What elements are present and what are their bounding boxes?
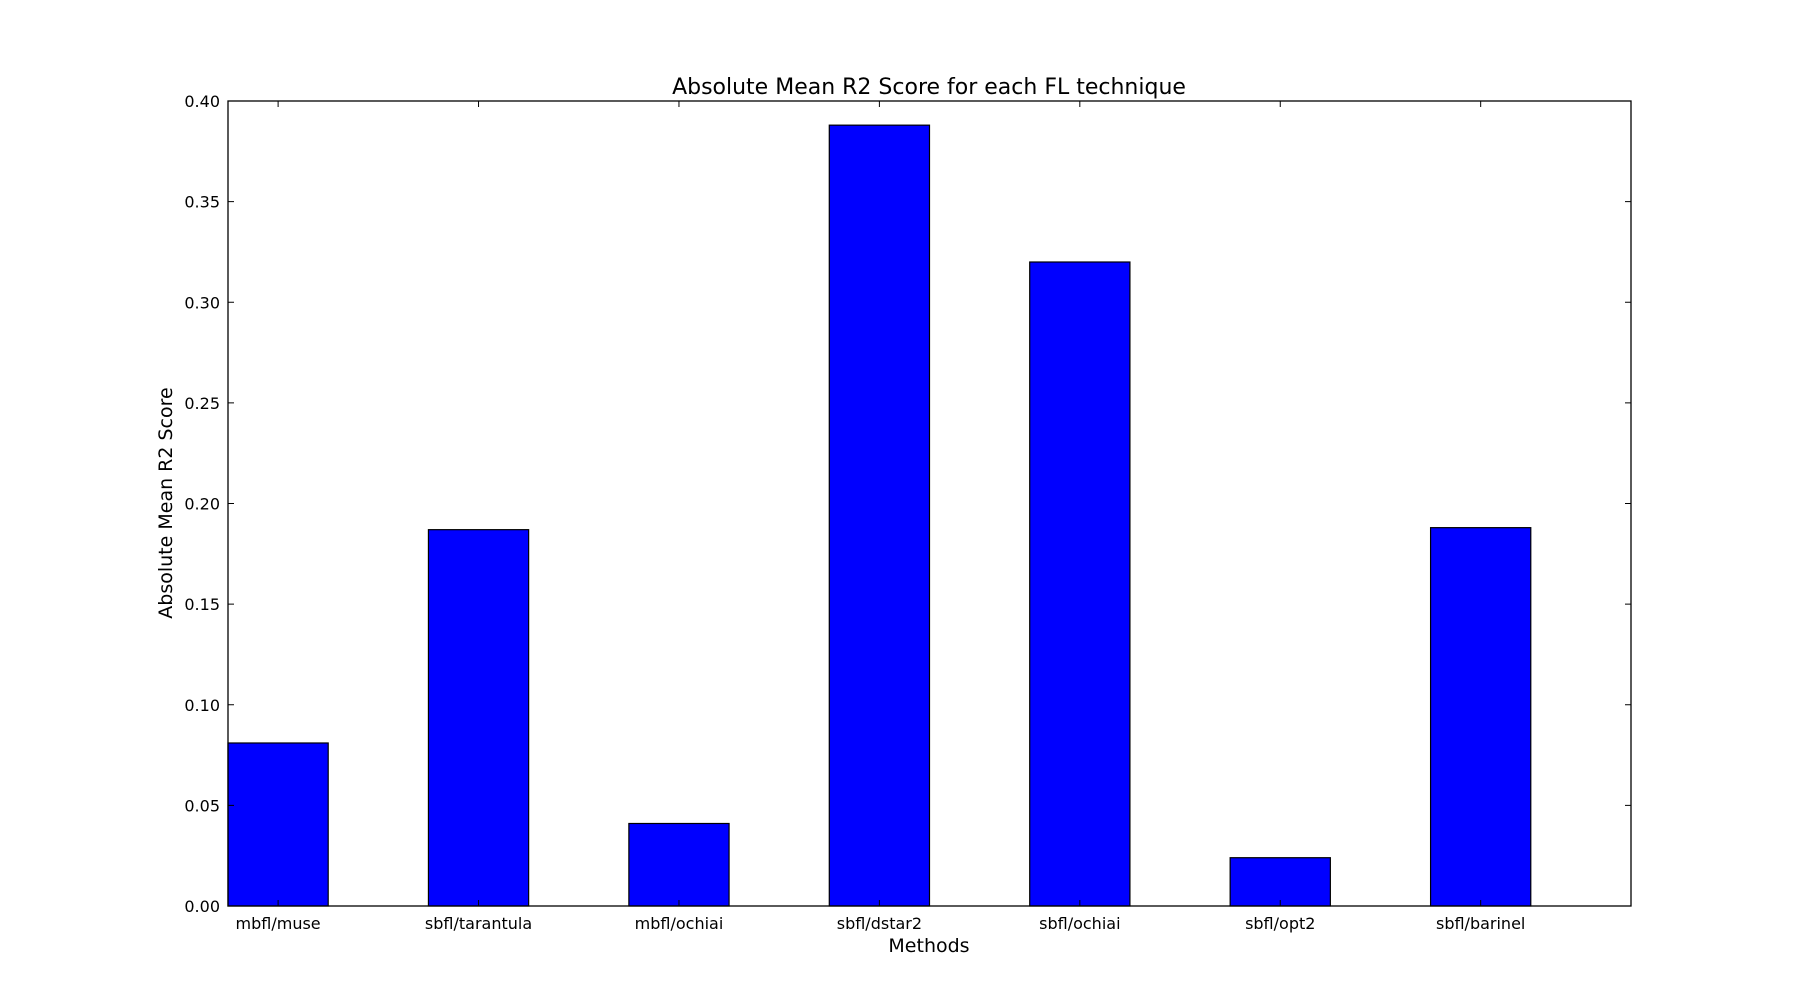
x-tick-label: sbfl/dstar2 (837, 914, 922, 933)
x-tick-label: sbfl/opt2 (1245, 914, 1315, 933)
y-tick-label: 0.25 (184, 394, 220, 413)
x-tick-label: sbfl/tarantula (425, 914, 532, 933)
y-tick-label: 0.05 (184, 796, 220, 815)
ticks-layer: mbfl/muse sbfl/tarantula mbfl/ochiai sbfl/d… (184, 92, 1631, 933)
x-tick-label: sbfl/barinel (1436, 914, 1525, 933)
y-tick-label: 0.30 (184, 293, 220, 312)
bar-sbfl-barinel (1429, 527, 1532, 907)
chart-title: Absolute Mean R2 Score for each FL techn… (672, 75, 1186, 100)
bar-sbfl-ochiai (1029, 261, 1131, 907)
y-tick-label: 0.35 (184, 193, 220, 212)
x-axis-label: Methods (888, 935, 969, 957)
x-tick-label: sbfl/ochiai (1039, 914, 1120, 933)
bar-sbfl-tarantula (427, 529, 530, 907)
bars-layer (227, 124, 1532, 907)
bar-mbfl-muse (227, 742, 329, 907)
x-tick-label: mbfl/ochiai (635, 914, 724, 933)
y-tick-label: 0.00 (184, 897, 220, 916)
y-tick-label: 0.40 (184, 92, 220, 111)
y-tick-label: 0.15 (184, 595, 220, 614)
y-tick-label: 0.10 (184, 696, 220, 715)
y-tick-label: 0.20 (184, 495, 220, 514)
bar-sbfl-dstar2 (828, 124, 931, 907)
bar-sbfl-opt2 (1229, 857, 1331, 907)
x-tick-label: mbfl/muse (236, 914, 321, 933)
bar-mbfl-ochiai (628, 822, 730, 907)
plot-area-frame (227, 100, 1632, 907)
y-axis-label: Absolute Mean R2 Score (155, 387, 177, 618)
